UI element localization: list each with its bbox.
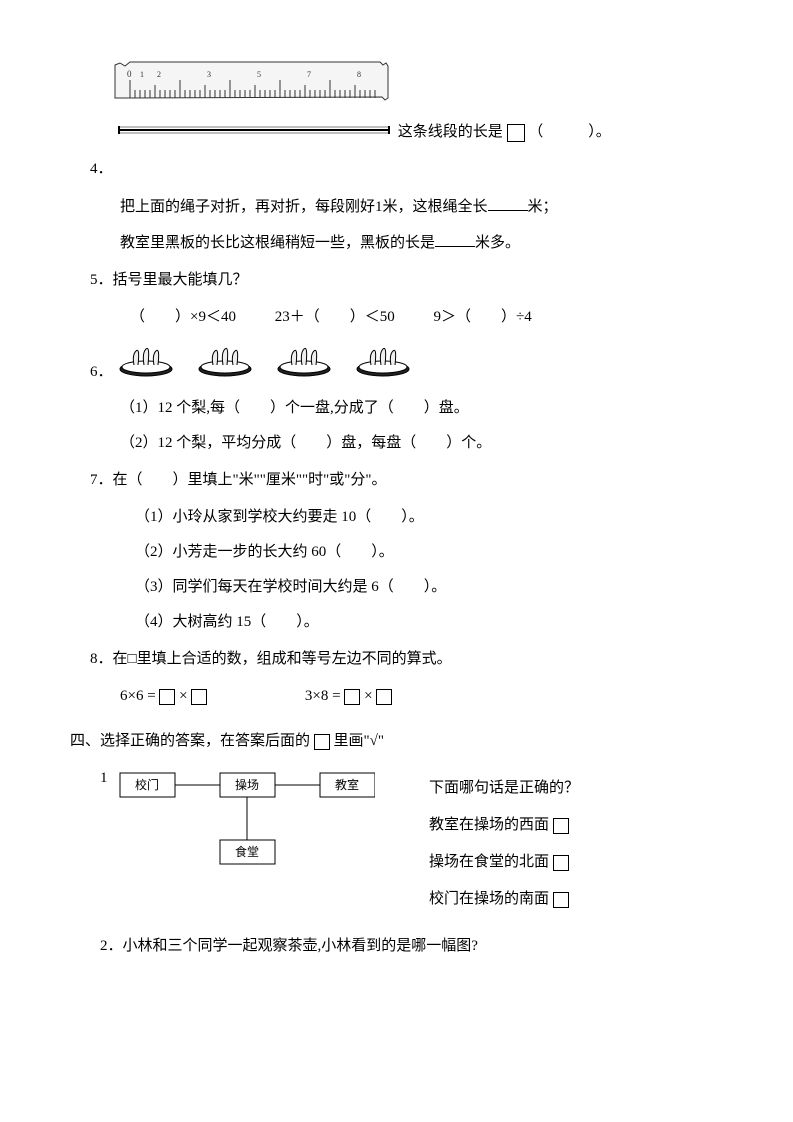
q7-sub3: （3）同学们每天在学校时间大约是 6（ ）。 — [135, 574, 723, 601]
svg-text:食堂: 食堂 — [235, 844, 259, 859]
s4q1-choices: 下面哪句话是正确的？ 教室在操场的西面 操场在食堂的北面 校门在操场的南面 — [429, 765, 579, 923]
ruler-text: 这条线段的长是 — [398, 124, 503, 140]
q4-text1b: 米； — [528, 199, 558, 215]
blank-input[interactable] — [488, 193, 528, 211]
q8-title: 在□里填上合适的数，组成和等号左边不同的算式。 — [113, 651, 452, 667]
s4-q2: 2．小林和三个同学一起观察茶壶,小林看到的是哪一幅图? — [100, 933, 723, 960]
q5-title: 括号里最大能填几？ — [113, 272, 248, 288]
svg-text:操场: 操场 — [235, 777, 259, 792]
svg-text:5: 5 — [257, 70, 261, 79]
question-5: 5．括号里最大能填几？ — [90, 267, 723, 294]
check-box[interactable] — [553, 892, 569, 908]
answer-box[interactable] — [159, 689, 175, 705]
svg-text:1: 1 — [140, 70, 144, 79]
pear-plate-icon — [116, 339, 176, 387]
q5-ineq3: 9＞（ ）÷4 — [433, 304, 531, 331]
choice-row: 校门在操场的南面 — [429, 886, 579, 913]
q5-inequalities: （ ）×9＜40 23＋（ ）＜50 9＞（ ）÷4 — [130, 304, 723, 331]
question-7: 7．在（ ）里填上"米""厘米""时"或"分"。 — [90, 467, 723, 494]
q4-text2b: 米多。 — [475, 235, 520, 251]
question-6-row: 6． — [90, 339, 723, 387]
q7-sub2: （2）小芳走一步的长大约 60（ ）。 — [135, 539, 723, 566]
q6-sub2: （2）12 个梨，平均分成（ ）盘，每盘（ ）个。 — [120, 430, 723, 457]
ruler-image: 0 1 2 3 5 7 8 — [110, 60, 394, 146]
q8-eq2: 3×8 = — [305, 688, 341, 704]
s4q2-num: 2． — [100, 938, 123, 954]
s4q1-prompt: 下面哪句话是正确的？ — [429, 775, 579, 802]
svg-text:7: 7 — [307, 70, 311, 79]
s4q2-text: 小林和三个同学一起观察茶壶,小林看到的是哪一幅图? — [123, 938, 478, 954]
q7-sub4: （4）大树高约 15（ ）。 — [135, 609, 723, 636]
answer-box[interactable] — [376, 689, 392, 705]
times: × — [179, 688, 187, 704]
s4-q1: 1 校门 操场 教室 食堂 下面哪句话是正确的？ 教室在操场的西面 操场在食堂的… — [100, 765, 723, 923]
svg-text:教室: 教室 — [335, 777, 359, 792]
pear-plate-icon — [195, 339, 255, 387]
q7-sub1: （1）小玲从家到学校大约要走 10（ ）。 — [135, 504, 723, 531]
q4-line2: 教室里黑板的长比这根绳稍短一些，黑板的长是 米多。 — [120, 229, 723, 257]
times: × — [364, 688, 372, 704]
s4q1-num: 1 — [100, 765, 108, 792]
q5-ineq1: （ ）×9＜40 — [130, 304, 236, 331]
s4q1-opt3: 校门在操场的南面 — [429, 891, 549, 907]
blank-input[interactable] — [435, 229, 475, 247]
choice-row: 操场在食堂的北面 — [429, 849, 579, 876]
s4-title-end: 里画"√" — [334, 733, 384, 749]
line-segment — [114, 119, 394, 146]
q5-num: 5． — [90, 272, 113, 288]
svg-text:校门: 校门 — [135, 777, 159, 792]
svg-text:2: 2 — [157, 70, 161, 79]
svg-text:3: 3 — [207, 70, 211, 79]
q6-sub1: （1）12 个梨,每（ ）个一盘,分成了（ ）盘。 — [120, 395, 723, 422]
q7-title: 在（ ）里填上"米""厘米""时"或"分"。 — [113, 472, 387, 488]
check-box-icon — [314, 734, 330, 750]
q4-text1a: 把上面的绳子对折，再对折，每段刚好1米，这根绳全长 — [120, 199, 488, 215]
q8-eq1: 6×6 = — [120, 688, 156, 704]
check-box[interactable] — [553, 818, 569, 834]
s4q1-opt1: 教室在操场的西面 — [429, 817, 549, 833]
check-box[interactable] — [553, 855, 569, 871]
ruler-paren: （ ）。 — [528, 124, 611, 140]
q4-line1: 把上面的绳子对折，再对折，每段刚好1米，这根绳全长 米； — [120, 193, 723, 221]
q4-num: 4． — [90, 161, 113, 177]
q8-num: 8． — [90, 651, 113, 667]
answer-box[interactable] — [191, 689, 207, 705]
q8-equations: 6×6 = × 3×8 = × — [120, 683, 723, 710]
choice-row: 教室在操场的西面 — [429, 812, 579, 839]
answer-box[interactable] — [344, 689, 360, 705]
pear-plate-icon — [274, 339, 334, 387]
school-diagram: 校门 操场 教室 食堂 — [115, 765, 375, 885]
q4-text2a: 教室里黑板的长比这根绳稍短一些，黑板的长是 — [120, 235, 435, 251]
pear-plate-icon — [353, 339, 413, 387]
q5-ineq2: 23＋（ ）＜50 — [275, 304, 395, 331]
s4-title: 四、选择正确的答案，在答案后面的 — [70, 733, 310, 749]
q7-num: 7． — [90, 472, 113, 488]
q6-num: 6． — [90, 359, 113, 386]
ruler-question-row: 0 1 2 3 5 7 8 这条线段的长是 （ ）。 — [110, 60, 723, 146]
s4q1-opt2: 操场在食堂的北面 — [429, 854, 549, 870]
question-4: 4． — [90, 156, 723, 183]
section-4-header: 四、选择正确的答案，在答案后面的 里画"√" — [70, 728, 723, 755]
answer-box[interactable] — [507, 124, 525, 142]
svg-text:0: 0 — [127, 69, 132, 79]
svg-text:8: 8 — [357, 70, 361, 79]
question-8: 8．在□里填上合适的数，组成和等号左边不同的算式。 — [90, 646, 723, 673]
